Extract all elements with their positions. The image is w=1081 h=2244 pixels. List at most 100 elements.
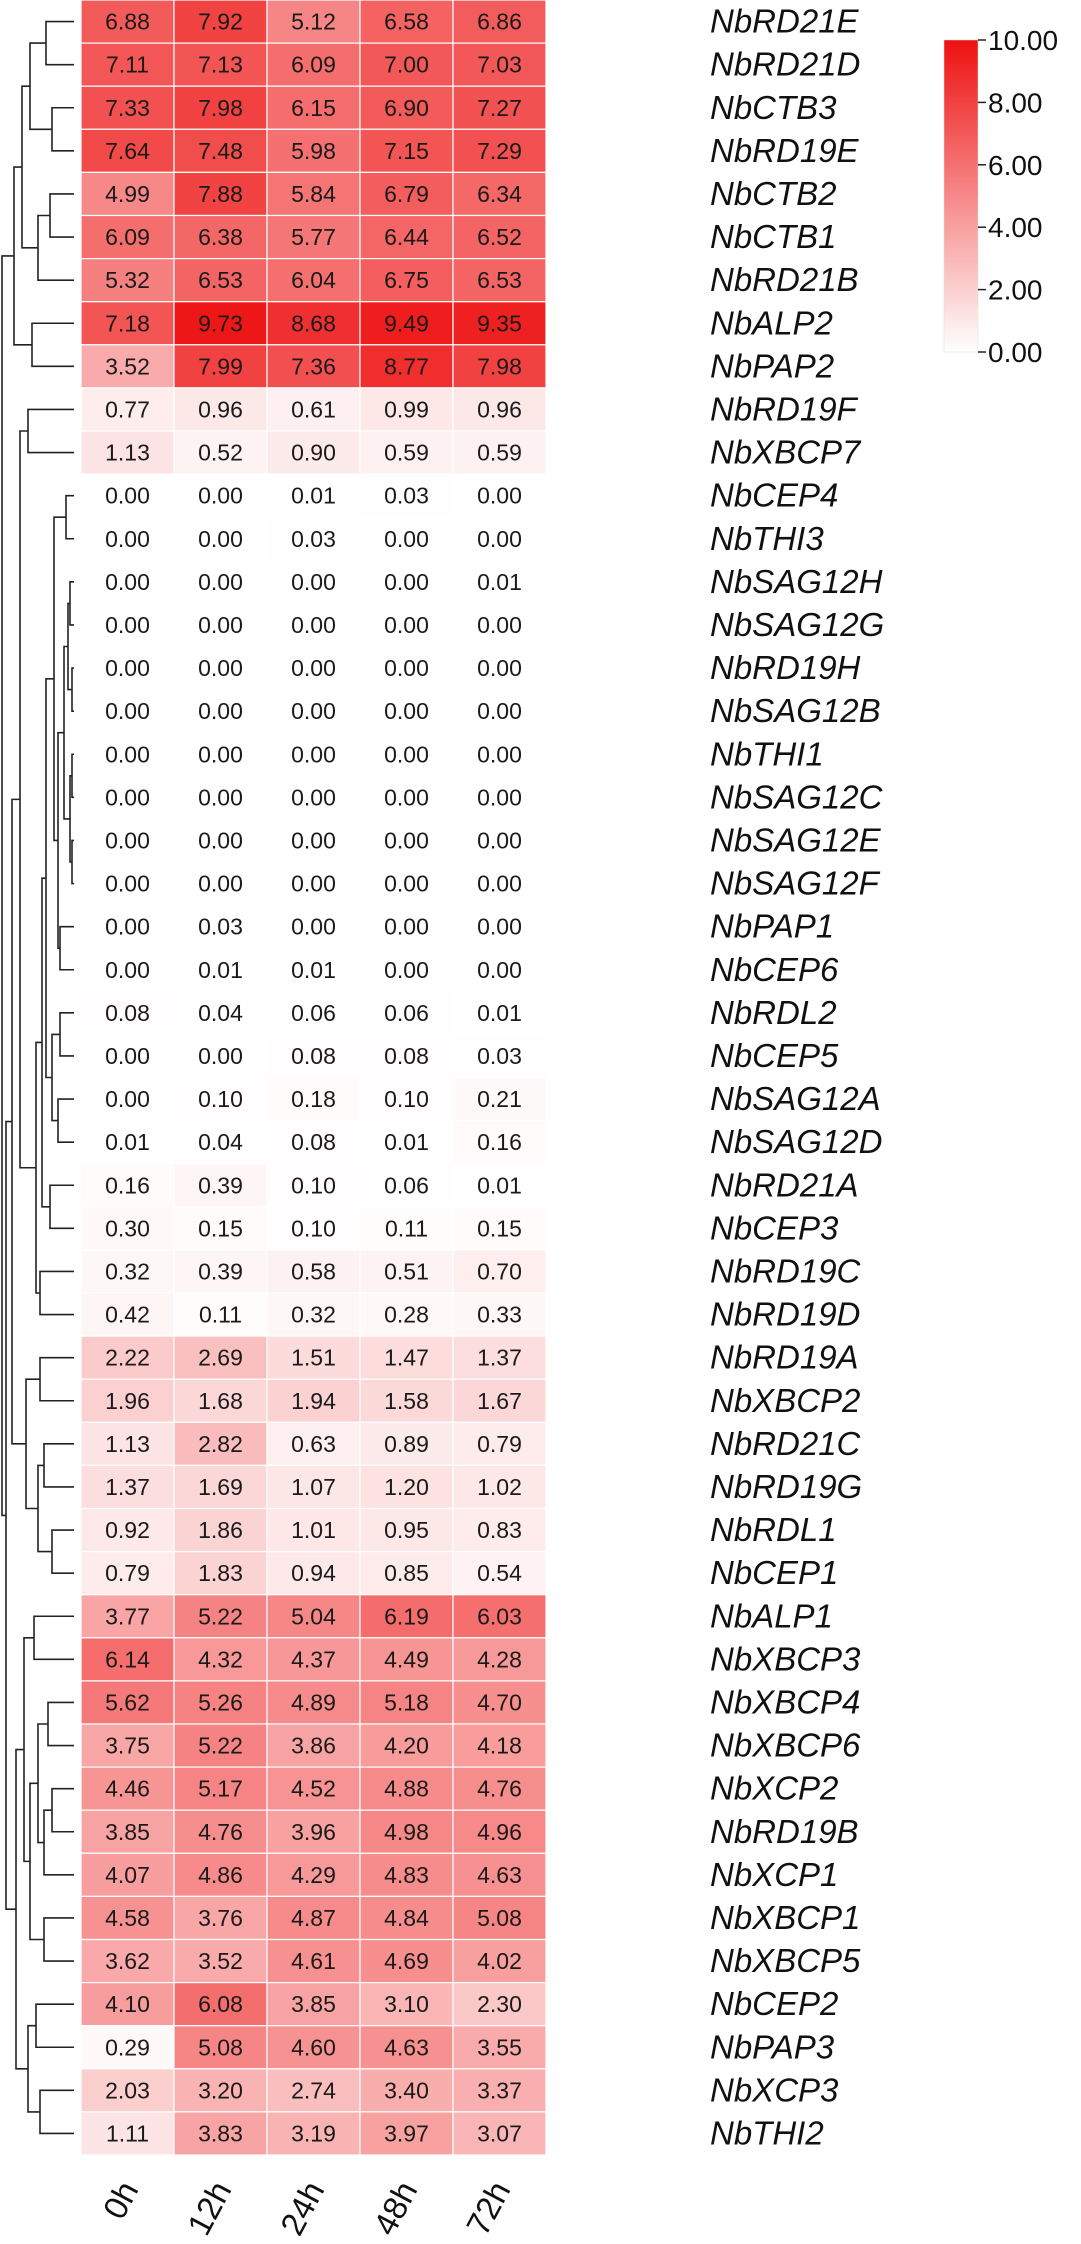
heatmap-cell: [452, 387, 547, 432]
cell-value-label: 1.37: [477, 1345, 522, 1371]
heatmap-cell: [266, 473, 361, 518]
cell-value-label: 6.53: [477, 267, 522, 293]
cell-value-label: 3.96: [291, 1819, 336, 1845]
cell-value-label: 4.69: [384, 1948, 429, 1974]
heatmap-cell: [266, 1507, 361, 1553]
legend-tick-label: 8.00: [988, 87, 1043, 118]
cell-value-label: 0.90: [291, 440, 336, 466]
heatmap-cell: [266, 1335, 361, 1380]
heatmap-cell: [173, 818, 268, 863]
cell-value-label: 0.00: [291, 827, 336, 853]
cell-value-label: 0.54: [477, 1560, 522, 1586]
cell-value-label: 0.00: [105, 784, 150, 810]
legend-tick-label: 6.00: [988, 150, 1043, 181]
cell-value-label: 6.52: [477, 224, 522, 250]
row-label: NbTHI3: [710, 520, 824, 557]
cell-value-label: 2.03: [105, 2077, 150, 2103]
dendrogram-branch: [45, 20, 74, 66]
cell-value-label: 0.00: [477, 871, 522, 897]
cell-value-label: 0.01: [384, 1129, 429, 1155]
cell-value-label: 6.04: [291, 267, 336, 293]
heatmap-cell: [452, 258, 547, 303]
cell-value-label: 7.92: [198, 9, 243, 35]
heatmap-cell: [359, 1206, 454, 1251]
heatmap-cell: [173, 1680, 268, 1725]
heatmap-cell: [452, 1766, 547, 1811]
heatmap-cell: [359, 0, 454, 44]
heatmap-cell: [452, 516, 547, 561]
heatmap-cell: [359, 258, 454, 303]
cell-value-label: 0.00: [198, 612, 243, 638]
cell-value-label: 0.00: [384, 784, 429, 810]
cell-value-label: 4.96: [477, 1819, 522, 1845]
heatmap-cell: [452, 1292, 547, 1337]
dendrogram-branch: [51, 106, 74, 152]
heatmap-cell: [266, 1809, 361, 1854]
dendrogram-branch: [39, 1356, 74, 1402]
cell-value-label: 4.84: [384, 1905, 429, 1931]
cell-value-label: 0.15: [198, 1215, 243, 1241]
row-label: NbRD21B: [710, 261, 859, 298]
heatmap-cell: [80, 85, 175, 130]
cell-value-label: 5.12: [291, 9, 336, 35]
cell-value-label: 0.01: [477, 1000, 522, 1026]
cell-value-label: 0.00: [477, 698, 522, 724]
heatmap-cell: [359, 1249, 454, 1294]
heatmap-cell: [359, 214, 454, 260]
heatmap-cell: [266, 1033, 361, 1079]
cell-value-label: 5.98: [291, 138, 336, 164]
heatmap-cell: [80, 1076, 175, 1122]
heatmap-cell: [266, 990, 361, 1035]
cell-value-label: 1.67: [477, 1388, 522, 1414]
heatmap-cell: [359, 1852, 454, 1898]
heatmap-cell: [266, 171, 361, 217]
dendrogram-branch: [39, 1270, 74, 1316]
heatmap-cell: [80, 1033, 175, 1079]
cell-value-label: 0.10: [291, 1215, 336, 1241]
cell-value-label: 4.86: [198, 1862, 243, 1888]
heatmap-cell: [173, 1292, 268, 1337]
heatmap-cell: [80, 2025, 175, 2070]
row-label: NbSAG12B: [710, 692, 881, 729]
heatmap-cell: [173, 990, 268, 1035]
cell-value-label: 6.34: [477, 181, 522, 207]
dendrogram-branch: [19, 430, 36, 1169]
cell-value-label: 4.02: [477, 1948, 522, 1974]
cell-value-label: 0.00: [105, 1086, 150, 1112]
heatmap-cell: [266, 1723, 361, 1768]
cell-value-label: 0.95: [384, 1517, 429, 1543]
heatmap-cell: [452, 301, 547, 346]
heatmap-cell: [452, 1163, 547, 1208]
cell-value-label: 4.99: [105, 181, 150, 207]
heatmap-cell: [359, 1507, 454, 1553]
cell-value-label: 1.01: [291, 1517, 336, 1543]
cell-value-label: 0.99: [384, 396, 429, 422]
cell-value-label: 6.90: [384, 95, 429, 121]
cell-value-label: 0.58: [291, 1258, 336, 1284]
heatmap-cell: [80, 1594, 175, 1639]
heatmap-cell: [359, 128, 454, 174]
row-label: NbRD21E: [710, 3, 860, 40]
column-label: 24h: [273, 2175, 332, 2241]
cell-value-label: 4.10: [105, 1991, 150, 2017]
cell-value-label: 4.32: [198, 1646, 243, 1672]
heatmap-cell: [173, 516, 268, 561]
cell-value-label: 0.59: [477, 440, 522, 466]
cell-value-label: 0.00: [105, 1043, 150, 1069]
cell-value-label: 6.08: [198, 1991, 243, 2017]
heatmap-cell: [173, 1335, 268, 1380]
legend-tick-label: 4.00: [988, 212, 1043, 243]
cell-value-label: 9.73: [198, 310, 243, 336]
cell-value-label: 5.32: [105, 267, 150, 293]
cell-value-label: 2.30: [477, 1991, 522, 2017]
cell-value-label: 3.40: [384, 2077, 429, 2103]
heatmap-cell: [359, 1335, 454, 1380]
cell-value-label: 1.94: [291, 1388, 336, 1414]
row-label: NbXBCP3: [710, 1640, 861, 1677]
cell-value-label: 0.00: [291, 612, 336, 638]
heatmap-cell: [452, 990, 547, 1035]
dendrogram-branch: [43, 1443, 74, 1488]
heatmap-cell: [452, 1809, 547, 1854]
dendrogram-branch: [35, 2003, 74, 2049]
